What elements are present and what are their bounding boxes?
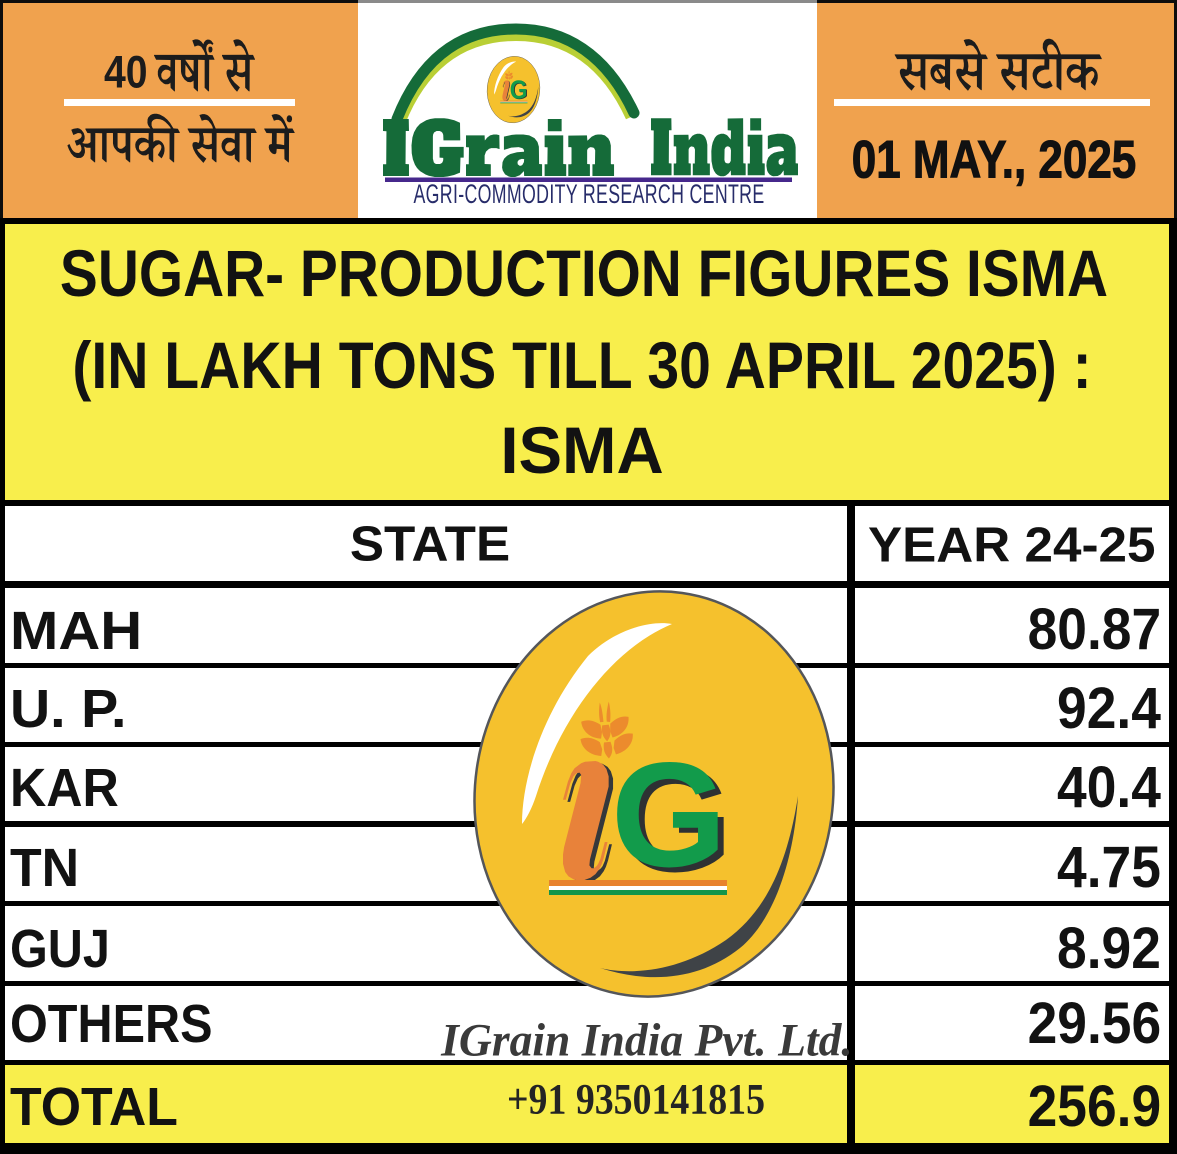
svg-text:G: G bbox=[510, 76, 528, 104]
svg-text:G: G bbox=[617, 736, 733, 903]
svg-text:G: G bbox=[611, 731, 727, 898]
svg-text:G: G bbox=[511, 77, 529, 105]
